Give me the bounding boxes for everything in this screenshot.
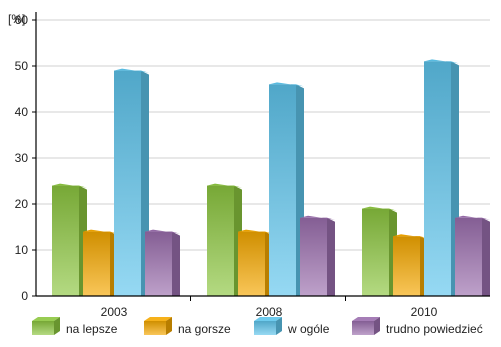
bar-front xyxy=(207,185,234,296)
grid-lines xyxy=(36,19,490,251)
legend-swatch xyxy=(352,321,374,335)
bar xyxy=(52,183,87,296)
legend-label: w ogóle xyxy=(287,322,330,336)
legend-swatch xyxy=(144,321,166,335)
bar-side xyxy=(482,217,490,296)
x-axis-ticks: 2003 2008 2010 xyxy=(101,296,438,319)
legend: na lepsze na gorsze w ogóle trudno powiedzi… xyxy=(32,317,483,336)
y-tick-label: 50 xyxy=(15,59,29,73)
bar-top xyxy=(424,59,459,64)
bars xyxy=(52,59,490,297)
bar-top xyxy=(300,215,335,220)
legend-swatch-top xyxy=(32,317,60,321)
bar-front xyxy=(114,70,141,296)
bar xyxy=(300,215,335,296)
y-tick-label: 0 xyxy=(21,289,28,303)
bar-front xyxy=(455,217,482,296)
legend-swatch-side xyxy=(54,317,60,335)
bar-top xyxy=(83,229,118,234)
legend-swatch xyxy=(32,321,54,335)
bar xyxy=(83,229,118,296)
x-tick-label: 2008 xyxy=(256,305,283,319)
bar-top xyxy=(393,234,428,239)
bar-front xyxy=(83,231,110,296)
bar xyxy=(455,215,490,296)
legend-label: na gorsze xyxy=(178,322,231,336)
bar-front xyxy=(300,217,327,296)
legend-item: na gorsze xyxy=(144,317,231,336)
bar-side xyxy=(172,231,180,296)
legend-swatch xyxy=(254,321,276,335)
legend-item: trudno powiedzieć xyxy=(352,317,483,336)
bar xyxy=(424,59,459,297)
legend-swatch-top xyxy=(144,317,172,321)
legend-swatch-side xyxy=(276,317,282,335)
y-tick-label: 30 xyxy=(15,151,29,165)
legend-swatch-top xyxy=(352,317,380,321)
legend-item: na lepsze xyxy=(32,317,118,336)
legend-label: trudno powiedzieć xyxy=(386,322,483,336)
bar-front xyxy=(362,208,389,296)
legend-item: w ogóle xyxy=(254,317,330,336)
bar-front xyxy=(52,185,79,296)
y-axis-ticks: 0 10 20 30 40 50 60 xyxy=(15,13,36,303)
bar xyxy=(269,82,304,297)
bar-front xyxy=(393,236,420,296)
bar-top xyxy=(52,183,87,188)
y-tick-label: 40 xyxy=(15,105,29,119)
y-axis-unit-label: [%] xyxy=(8,12,25,26)
y-tick-label: 20 xyxy=(15,197,29,211)
legend-swatch-side xyxy=(166,317,172,335)
bar-top xyxy=(269,82,304,87)
bar-front xyxy=(269,84,296,297)
legend-label: na lepsze xyxy=(66,322,118,336)
bar-front xyxy=(424,61,451,297)
bar-top xyxy=(455,215,490,220)
bar xyxy=(207,183,242,296)
bar-top xyxy=(362,206,397,211)
bar xyxy=(145,229,180,296)
y-tick-label: 10 xyxy=(15,243,29,257)
bar-side xyxy=(327,217,335,296)
x-tick-label: 2003 xyxy=(101,305,128,319)
bar-top xyxy=(207,183,242,188)
bar xyxy=(362,206,397,296)
bar xyxy=(238,229,273,296)
legend-swatch-top xyxy=(254,317,282,321)
bar xyxy=(114,68,149,296)
legend-swatch-side xyxy=(374,317,380,335)
bar xyxy=(393,234,428,296)
y-tick-label: 60 xyxy=(15,13,29,27)
x-tick-label: 2010 xyxy=(411,305,438,319)
bar-top xyxy=(145,229,180,234)
bar-front xyxy=(145,231,172,296)
bar-top xyxy=(238,229,273,234)
bar-front xyxy=(238,231,265,296)
bar-top xyxy=(114,68,149,73)
